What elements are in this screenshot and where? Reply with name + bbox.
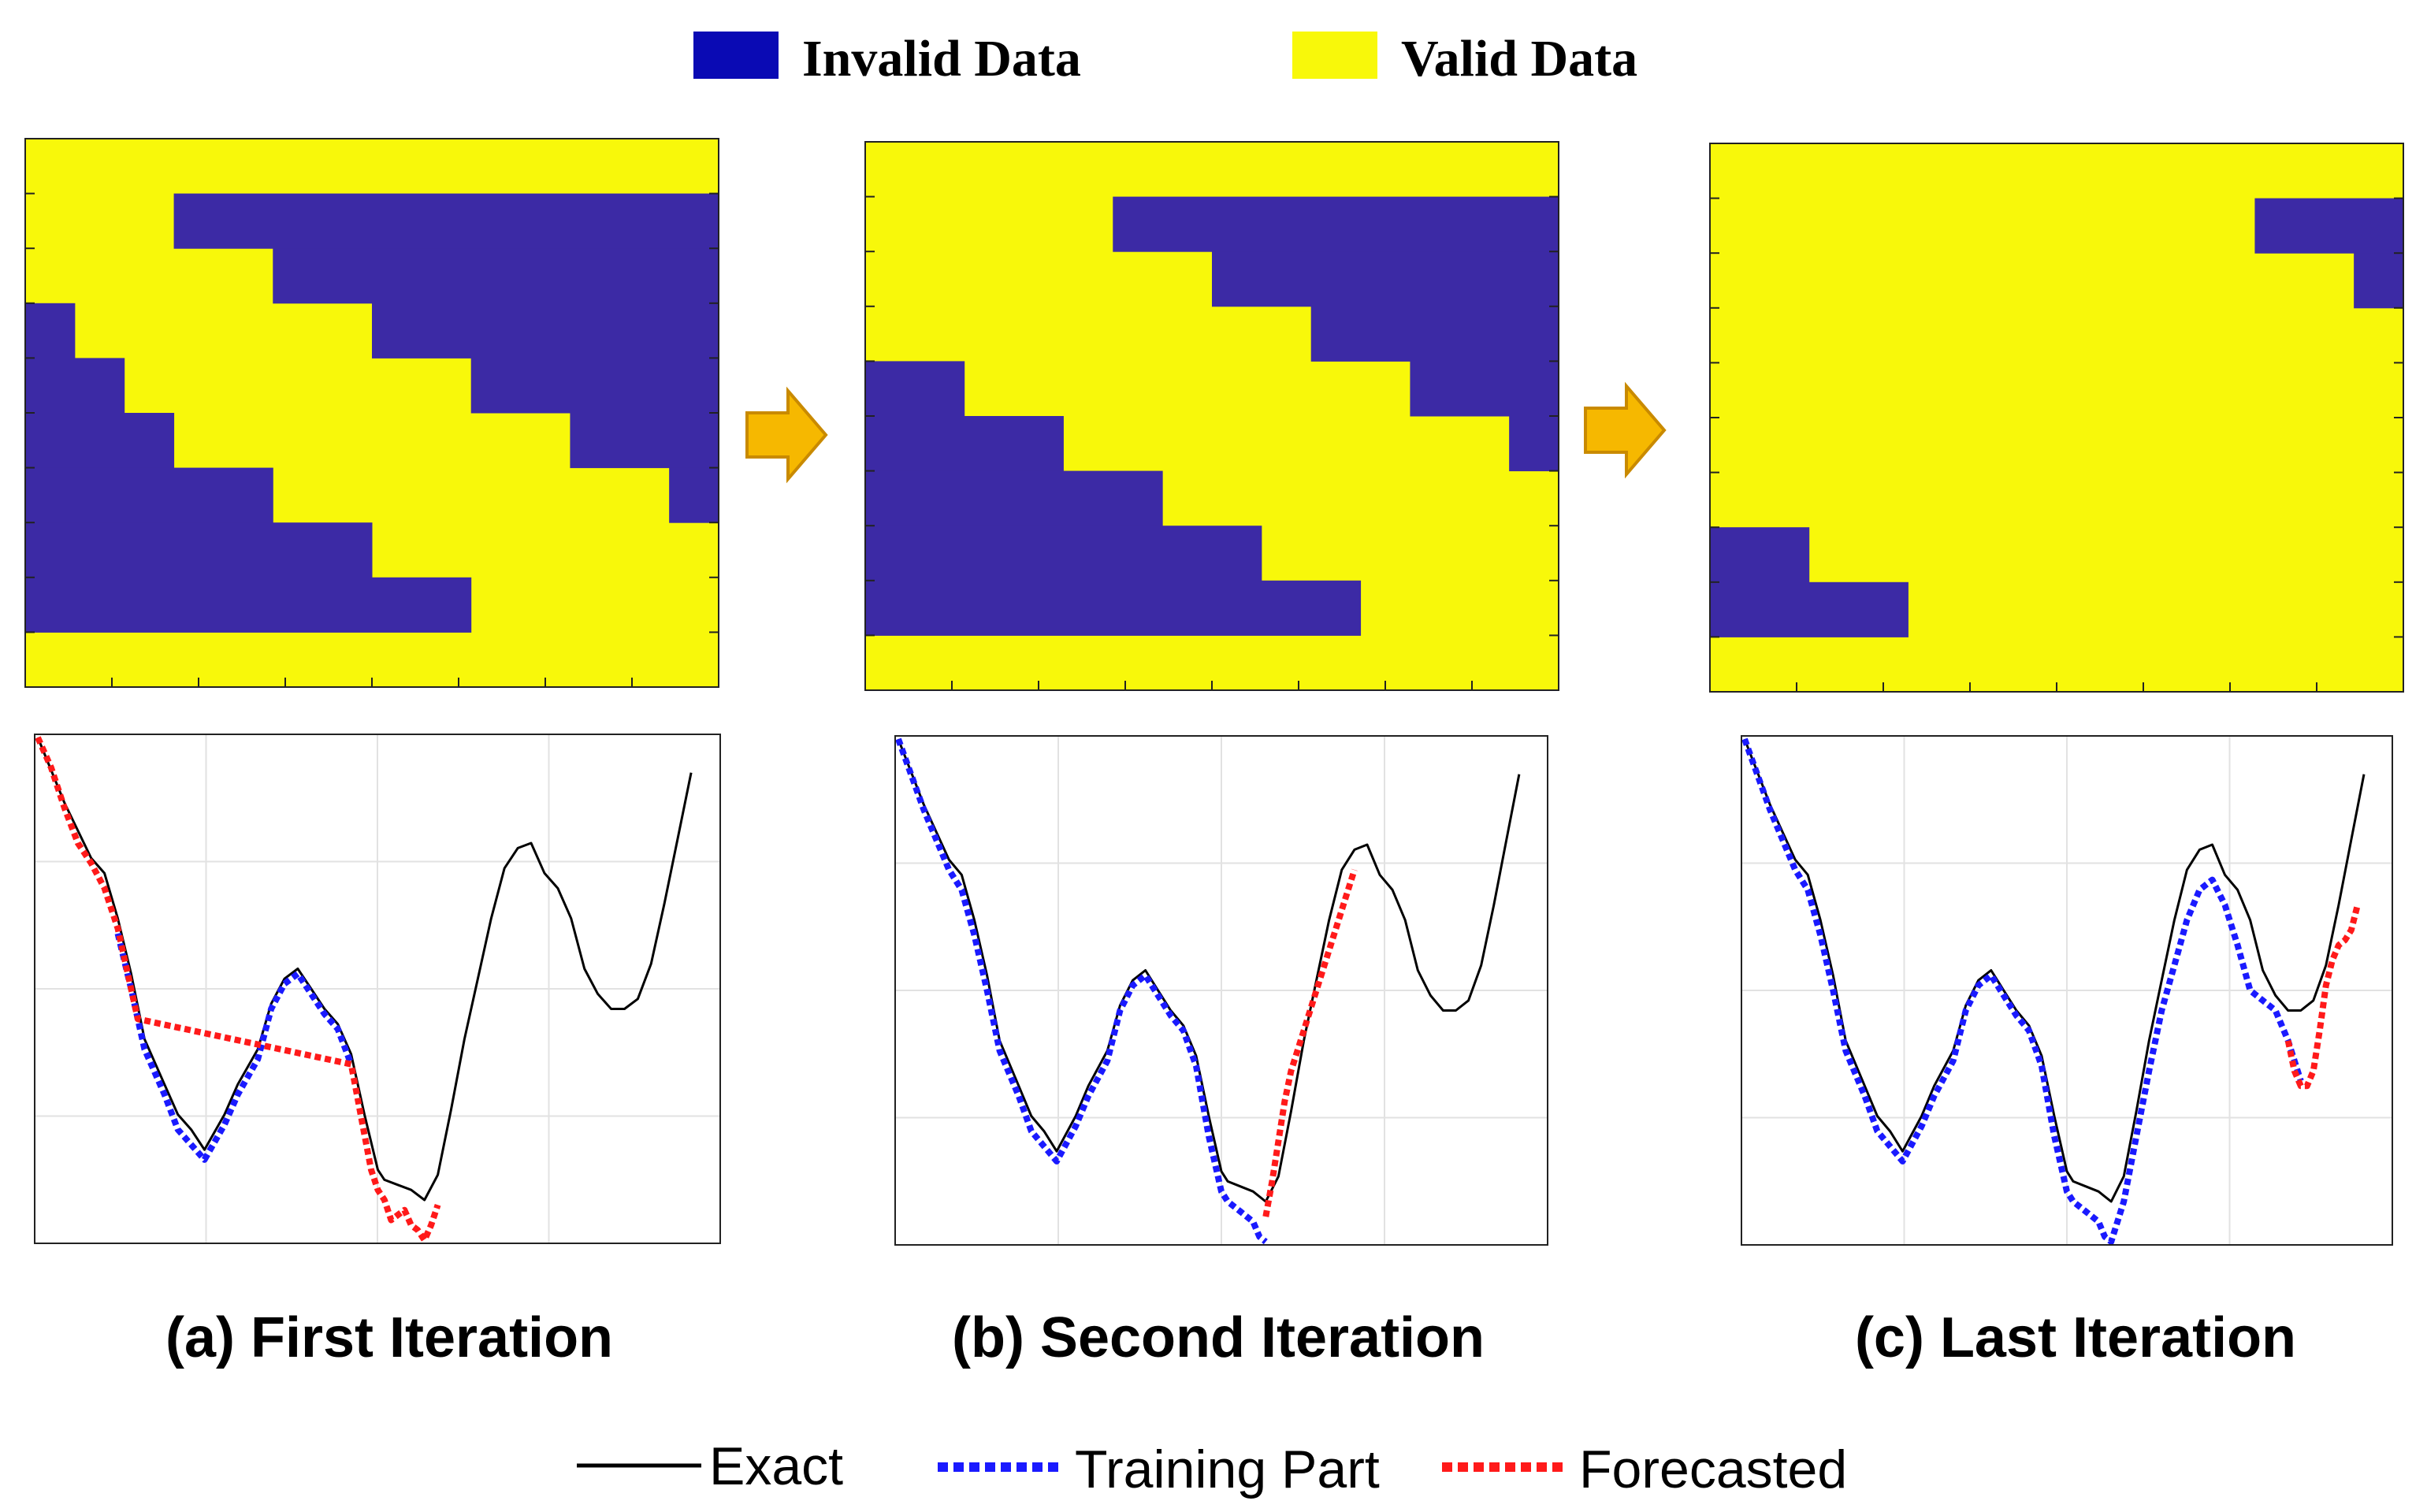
training-legend-label: Training Part bbox=[1075, 1440, 1380, 1499]
plot-frame bbox=[1741, 735, 2393, 1246]
plot-frame bbox=[894, 735, 1548, 1246]
invalid-cell-block bbox=[669, 467, 719, 523]
heatmap-second-iteration bbox=[864, 141, 1559, 691]
invalid-cell-block bbox=[25, 522, 373, 578]
invalid-cell-block bbox=[273, 248, 719, 304]
invalid-cell-block bbox=[1509, 416, 1559, 472]
line-chart-second-iteration bbox=[894, 735, 1548, 1246]
invalid-cell-block bbox=[1113, 196, 1559, 252]
invalid-cell-block bbox=[865, 361, 965, 417]
invalid-cell-block bbox=[1212, 251, 1559, 307]
invalid-cell-block bbox=[372, 303, 719, 358]
invalid-cell-block bbox=[570, 413, 719, 469]
series-exact bbox=[897, 738, 1521, 1203]
forecast-legend-label: Forecasted bbox=[1579, 1440, 1847, 1499]
invalid-cell-block bbox=[865, 416, 1064, 472]
invalid-cell-block bbox=[865, 470, 1163, 526]
series-training-part bbox=[114, 932, 355, 1163]
arrow-icon bbox=[745, 386, 828, 484]
caption-last-iteration: (c) Last Iteration bbox=[1855, 1306, 2296, 1369]
invalid-cell-block bbox=[1710, 527, 1810, 583]
invalid-cell-block bbox=[865, 526, 1262, 581]
valid-legend-label: Valid Data bbox=[1401, 30, 1637, 87]
series-forecasted bbox=[1262, 868, 1358, 1217]
invalid-cell-block bbox=[25, 413, 175, 469]
series-training-part bbox=[895, 737, 1268, 1245]
series-training-part bbox=[1741, 737, 2304, 1245]
series-exact bbox=[1743, 738, 2366, 1203]
invalid-cell-block bbox=[1310, 306, 1559, 362]
valid-swatch bbox=[1292, 32, 1377, 79]
line-chart-first-iteration bbox=[34, 734, 721, 1244]
invalid-cell-block bbox=[2254, 198, 2404, 254]
invalid-cell-block bbox=[1410, 361, 1559, 417]
invalid-cell-block bbox=[25, 577, 472, 633]
invalid-cell-block bbox=[865, 580, 1362, 636]
invalid-cell-block bbox=[1710, 581, 1909, 637]
heatmap-last-iteration bbox=[1709, 143, 2404, 693]
invalid-cell-block bbox=[2354, 253, 2404, 309]
invalid-cell-block bbox=[25, 467, 273, 523]
invalid-swatch bbox=[693, 32, 779, 79]
invalid-legend-label: Invalid Data bbox=[802, 30, 1081, 87]
invalid-cell-block bbox=[173, 193, 719, 249]
heatmap-first-iteration bbox=[24, 138, 719, 688]
line-chart-last-iteration bbox=[1741, 735, 2393, 1246]
invalid-cell-block bbox=[25, 358, 125, 414]
bottom-legend: Exact Training Part Forecasted bbox=[577, 1436, 1847, 1499]
top-legend: Invalid Data Valid Data bbox=[693, 30, 1637, 87]
plot-frame bbox=[34, 734, 721, 1244]
caption-second-iteration: (b) Second Iteration bbox=[952, 1306, 1485, 1369]
invalid-cell-block bbox=[25, 303, 76, 358]
series-exact bbox=[36, 737, 693, 1202]
series-forecasted bbox=[2284, 904, 2361, 1090]
exact-legend-label: Exact bbox=[709, 1436, 843, 1496]
invalid-cell-block bbox=[470, 358, 719, 414]
caption-first-iteration: (a) First Iteration bbox=[165, 1306, 613, 1369]
arrow-icon bbox=[1584, 381, 1667, 479]
